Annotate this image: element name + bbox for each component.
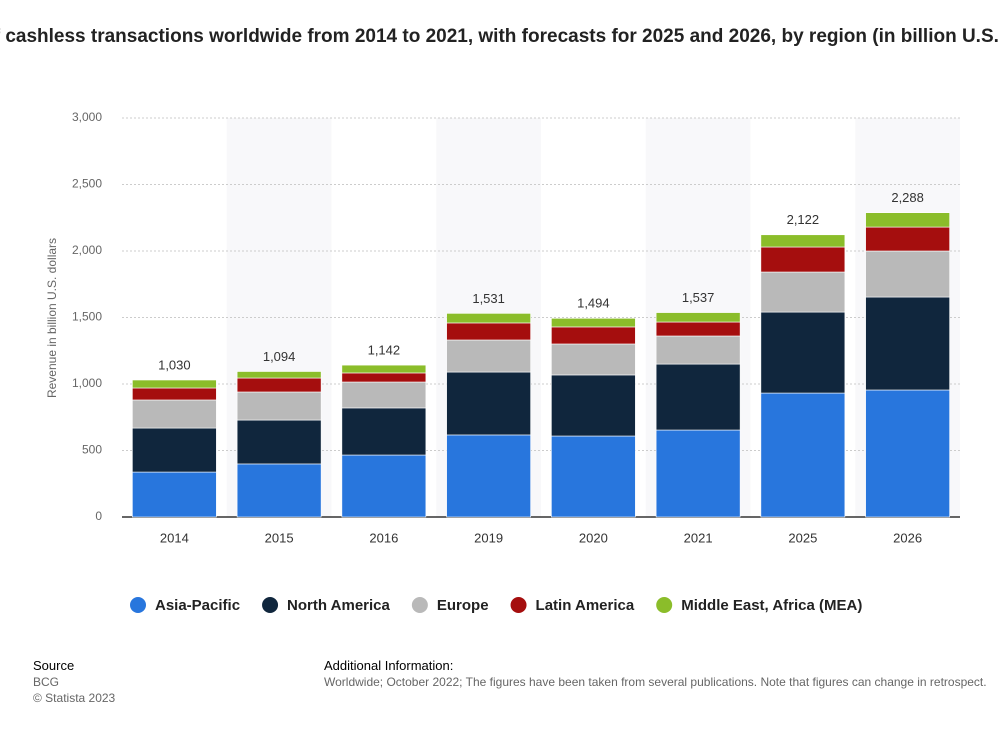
total-label: 1,494 [577, 296, 610, 311]
bar-segment [132, 427, 217, 473]
bar-segment [236, 391, 322, 421]
bar-segment [132, 387, 217, 401]
bar-segment [760, 246, 846, 273]
x-tick-label: 2015 [265, 530, 294, 545]
total-label: 2,122 [787, 212, 820, 227]
bar-segment [236, 463, 322, 518]
bar-segment [760, 271, 846, 313]
x-tick-label: 2019 [474, 530, 503, 545]
y-tick-label: 1,000 [72, 376, 102, 390]
bar-segment [865, 296, 950, 391]
bar-segment [551, 374, 636, 437]
bar-segment [446, 322, 531, 341]
x-tick-label: 2026 [893, 530, 922, 545]
additional-info: Additional Information: Worldwide; Octob… [324, 658, 987, 690]
bar-segment [760, 234, 846, 248]
y-tick-label: 500 [82, 443, 102, 457]
bar-segment [760, 392, 846, 518]
bar-segment [236, 377, 322, 393]
bar-segment [655, 335, 741, 365]
y-tick-label: 1,500 [72, 310, 102, 324]
total-label: 1,537 [682, 290, 715, 305]
total-label: 2,288 [891, 190, 924, 205]
bar-segment [341, 381, 427, 409]
legend-swatch [130, 597, 146, 613]
x-tick-label: 2014 [160, 530, 189, 545]
copyright: © Statista 2023 [33, 691, 116, 705]
bar-segment [655, 363, 741, 431]
bar-segment [132, 399, 217, 429]
bar-segment [760, 311, 846, 394]
legend-label: Asia-Pacific [155, 597, 240, 614]
bar-segment [132, 379, 217, 389]
chart: Value of cashless transactions worldwide… [0, 26, 1000, 614]
total-label: 1,030 [158, 357, 191, 372]
bar-segment [865, 226, 950, 252]
legend-label: Middle East, Africa (MEA) [681, 597, 862, 614]
bar-segment [865, 250, 950, 298]
source-text: BCG [33, 675, 60, 689]
bar-segment [865, 389, 950, 518]
y-tick-label: 2,000 [72, 243, 102, 257]
bar-segment [655, 321, 741, 337]
bar-segment [236, 371, 322, 379]
y-tick-label: 3,000 [72, 110, 102, 124]
y-tick-label: 2,500 [72, 177, 102, 191]
legend-swatch [656, 597, 673, 613]
bar-segment [655, 429, 741, 518]
total-label: 1,094 [263, 349, 296, 364]
bar-segment [446, 313, 531, 324]
x-tick-label: 2025 [788, 530, 817, 545]
bar-segment [132, 471, 217, 518]
bar-segment [551, 435, 636, 518]
source: Source BCG © Statista 2023 [33, 658, 115, 706]
bar-segment [446, 434, 531, 518]
bar-segment [341, 364, 427, 374]
source-title: Source [33, 658, 75, 673]
bar-segment [446, 371, 531, 436]
bar-segment [341, 407, 427, 456]
bar-segment [236, 419, 322, 465]
x-tick-label: 2016 [369, 530, 398, 545]
legend-swatch [510, 597, 527, 613]
bar-segment [551, 317, 636, 328]
x-tick-label: 2020 [579, 530, 608, 545]
y-tick-label: 0 [95, 509, 102, 523]
bar-segment [446, 339, 531, 373]
info-title: Additional Information: [324, 658, 454, 673]
info-text: Worldwide; October 2022; The figures hav… [324, 675, 987, 689]
legend-swatch [262, 597, 279, 613]
bar-segment [865, 212, 950, 228]
bar-segment [551, 326, 636, 345]
legend-label: Latin America [536, 597, 635, 614]
y-axis-label: Revenue in billion U.S. dollars [45, 238, 59, 398]
legend-swatch [411, 597, 428, 613]
total-label: 1,531 [472, 291, 505, 306]
bar-segment [341, 454, 427, 518]
bar-segment [551, 343, 636, 376]
bar-segment [655, 312, 741, 323]
chart-title: Value of cashless transactions worldwide… [0, 26, 1000, 47]
bar-segment [341, 372, 427, 383]
legend-label: North America [287, 597, 390, 614]
x-tick-label: 2021 [684, 530, 713, 545]
total-label: 1,142 [368, 343, 401, 358]
legend-label: Europe [437, 597, 489, 614]
